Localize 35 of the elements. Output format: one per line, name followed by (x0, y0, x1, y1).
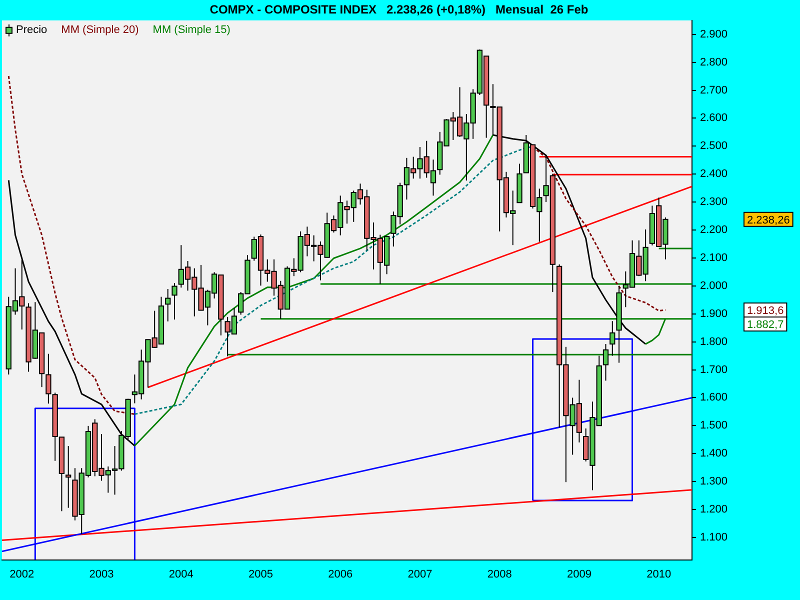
text: 1.913,6 (747, 304, 784, 317)
x-tick-label: 2010 (646, 568, 672, 580)
legend-label: Precio (16, 24, 48, 36)
text: MM (Simple 15) (152, 24, 230, 36)
y-tick-label: 2.300 (700, 196, 728, 208)
x-tick-label: 2002 (10, 568, 34, 580)
y-tick-label: 1.300 (700, 476, 728, 488)
x-tick-label: 2008 (487, 568, 512, 580)
chart-title: COMPX - COMPOSITE INDEX 2.238,26 (+0,18%) Mensual 26 Feb (210, 2, 588, 17)
y-tick-label: 1.700 (700, 364, 728, 376)
y-tick-label: 2.500 (700, 140, 728, 152)
y-tick-label: 2.200 (700, 224, 728, 236)
y-tick-label: 1.200 (700, 504, 728, 516)
text: MM (Simple 20) (61, 24, 139, 36)
x-tick-label: 2003 (89, 568, 114, 580)
text: 1.882,7 (747, 318, 784, 331)
x-tick-label: 2006 (328, 568, 353, 580)
y-tick-label: 2.100 (700, 252, 728, 264)
y-tick-label: 2.800 (700, 56, 728, 68)
y-tick-label: 2.000 (700, 280, 728, 292)
y-tick-label: 2.700 (700, 84, 728, 96)
y-tick-label: 1.400 (700, 448, 728, 460)
x-tick-label: 2009 (566, 568, 592, 580)
x-tick-label: 2004 (168, 568, 194, 580)
y-tick-label: 2.900 (700, 28, 728, 40)
y-tick-label: 1.900 (700, 308, 728, 320)
y-tick-label: 2.400 (700, 168, 728, 180)
x-tick-label: 2005 (248, 568, 273, 580)
y-tick-label: 1.800 (700, 336, 728, 348)
y-tick-label: 1.500 (700, 420, 728, 432)
y-tick-label: 1.600 (700, 392, 728, 404)
y-tick-label: 2.600 (700, 112, 728, 124)
x-tick-label: 2007 (408, 568, 432, 580)
y-tick-label: 1.100 (700, 531, 728, 544)
text: 2.238,26 (747, 214, 790, 226)
